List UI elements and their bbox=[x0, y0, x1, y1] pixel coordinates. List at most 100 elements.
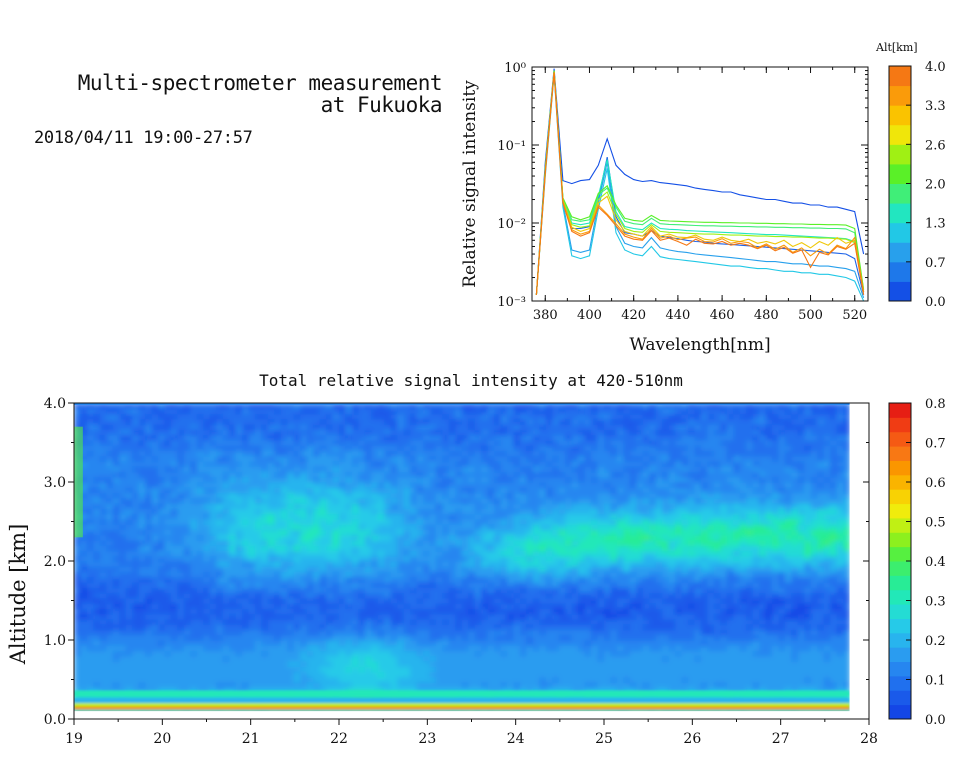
heatmap-cell bbox=[435, 434, 443, 441]
heatmap-cell bbox=[170, 513, 178, 520]
heatmap-cell bbox=[558, 592, 566, 599]
heatmap-cell bbox=[552, 666, 560, 673]
heatmap-cell bbox=[235, 450, 243, 457]
heatmap-cell bbox=[248, 508, 256, 515]
heatmap-cell bbox=[203, 676, 211, 683]
heatmap-cell bbox=[255, 661, 263, 667]
heatmap-cell bbox=[177, 450, 185, 457]
heatmap-cell bbox=[287, 408, 295, 415]
heatmap-cell bbox=[351, 503, 359, 509]
heatmap-cell bbox=[326, 429, 334, 436]
heatmap-cell bbox=[106, 576, 114, 583]
heatmap-cell bbox=[416, 634, 424, 641]
heatmap-cell bbox=[390, 513, 398, 520]
heatmap-cell bbox=[552, 460, 560, 467]
heatmap-cell bbox=[306, 618, 314, 625]
heatmap-cell bbox=[500, 624, 508, 631]
heatmap-cell bbox=[216, 650, 224, 657]
heatmap-cell bbox=[203, 439, 211, 446]
heatmap-cell bbox=[196, 661, 204, 667]
heatmap-cell bbox=[435, 555, 443, 562]
heatmap-cell bbox=[384, 661, 392, 667]
heatmap-cell bbox=[183, 561, 191, 567]
heatmap-cell bbox=[345, 508, 353, 515]
heatmap-cell bbox=[364, 634, 372, 641]
heatmap-cell bbox=[235, 408, 243, 415]
heatmap-cell bbox=[597, 666, 605, 673]
heatmap-cell bbox=[474, 613, 482, 620]
heatmap-cell bbox=[229, 529, 237, 536]
heatmap-cell bbox=[552, 582, 560, 588]
heatmap-cell bbox=[448, 539, 456, 546]
heatmap-cell bbox=[209, 439, 217, 446]
heatmap-cell bbox=[571, 687, 579, 694]
heatmap-cell bbox=[468, 482, 476, 488]
heatmap-cell bbox=[86, 518, 94, 525]
heatmap-cell bbox=[119, 661, 127, 667]
heatmap-cell bbox=[80, 487, 88, 494]
heatmap-cell bbox=[539, 634, 547, 641]
heatmap-cell bbox=[86, 482, 94, 488]
heatmap-cell bbox=[494, 418, 502, 425]
heatmap-cell bbox=[164, 524, 172, 530]
heatmap-cell bbox=[313, 539, 321, 546]
heatmap-cell bbox=[494, 603, 502, 609]
heatmap-cell bbox=[80, 661, 88, 667]
heatmap-cell bbox=[138, 413, 146, 420]
heatmap-cell bbox=[591, 492, 599, 499]
heatmap-cell bbox=[119, 539, 127, 546]
heatmap-cell bbox=[358, 582, 366, 588]
heatmap-cell bbox=[248, 671, 256, 678]
heatmap-cell bbox=[183, 413, 191, 420]
heatmap-cell bbox=[455, 592, 463, 599]
heatmap-cell bbox=[190, 566, 198, 573]
heatmap-cell bbox=[494, 471, 502, 478]
heatmap-cell bbox=[416, 482, 424, 488]
heatmap-cell bbox=[565, 655, 573, 662]
heatmap-cell bbox=[507, 508, 515, 515]
heatmap-cell bbox=[552, 466, 560, 473]
heatmap-cell bbox=[242, 618, 250, 625]
heatmap-cell bbox=[397, 687, 405, 694]
heatmap-cell bbox=[448, 687, 456, 694]
heatmap-cell bbox=[235, 524, 243, 530]
heatmap-cell bbox=[326, 482, 334, 488]
heatmap-cell bbox=[507, 460, 515, 467]
heatmap-cell bbox=[532, 539, 540, 546]
heatmap-cell bbox=[112, 597, 120, 604]
heatmap-cell bbox=[300, 661, 308, 667]
heatmap-cell bbox=[319, 455, 327, 462]
heatmap-cell bbox=[255, 561, 263, 567]
heatmap-cell bbox=[384, 466, 392, 473]
heatmap-cell bbox=[520, 476, 528, 483]
heatmap-cell bbox=[339, 629, 347, 636]
heatmap-cell bbox=[267, 529, 275, 536]
heatmap-cell bbox=[500, 482, 508, 488]
heatmap-cell bbox=[119, 671, 127, 678]
heatmap-cell bbox=[86, 650, 94, 657]
heatmap-cell bbox=[545, 634, 553, 641]
heatmap-cell bbox=[255, 687, 263, 694]
heatmap-cell bbox=[500, 566, 508, 573]
heatmap-cell bbox=[403, 640, 411, 646]
heatmap-cell bbox=[145, 439, 153, 446]
heatmap-cell bbox=[481, 497, 489, 504]
heatmap-cell bbox=[80, 603, 88, 609]
heatmap-cell bbox=[358, 497, 366, 504]
heatmap-cell bbox=[80, 682, 88, 688]
heatmap-cell bbox=[526, 655, 534, 662]
heatmap-cell bbox=[481, 634, 489, 641]
heatmap-cell bbox=[552, 529, 560, 536]
heatmap-cell bbox=[545, 687, 553, 694]
heatmap-cell bbox=[274, 539, 282, 546]
heatmap-cell bbox=[86, 613, 94, 620]
heatmap-cell bbox=[339, 492, 347, 499]
heatmap-cell bbox=[80, 492, 88, 499]
heatmap-cell bbox=[151, 482, 159, 488]
heatmap-cell bbox=[222, 640, 230, 646]
heatmap-cell bbox=[151, 518, 159, 525]
heatmap-cell bbox=[255, 408, 263, 415]
heatmap-cell bbox=[442, 597, 450, 604]
heatmap-cell bbox=[293, 624, 301, 631]
heatmap-cell bbox=[99, 439, 107, 446]
